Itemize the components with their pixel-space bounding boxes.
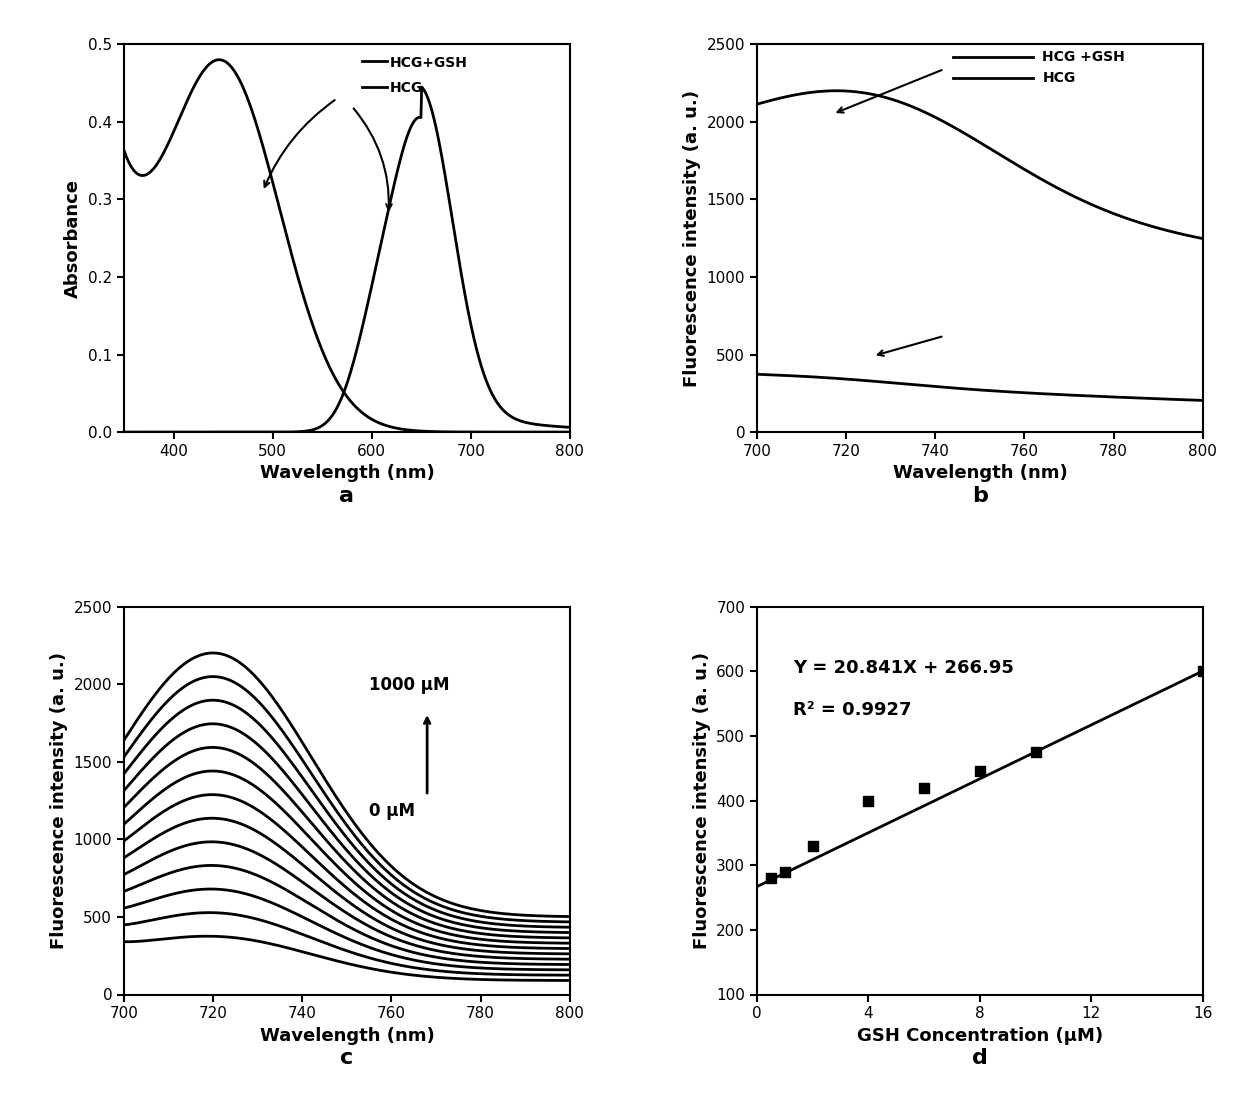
X-axis label: Wavelength (nm): Wavelength (nm)	[259, 1027, 434, 1045]
Text: HCG: HCG	[389, 82, 423, 95]
Text: b: b	[972, 486, 988, 506]
Point	[775, 863, 795, 881]
X-axis label: Wavelength (nm): Wavelength (nm)	[893, 464, 1068, 483]
Text: c: c	[340, 1049, 353, 1069]
Text: HCG+GSH: HCG+GSH	[389, 56, 467, 70]
Text: d: d	[972, 1049, 988, 1069]
Y-axis label: Fluorescence intensity (a. u.): Fluorescence intensity (a. u.)	[693, 652, 711, 949]
Y-axis label: Fluorescence intensity (a. u.): Fluorescence intensity (a. u.)	[683, 90, 701, 387]
Text: 1000 μM: 1000 μM	[370, 676, 450, 694]
Text: HCG: HCG	[1043, 71, 1075, 85]
Text: HCG +GSH: HCG +GSH	[1043, 50, 1125, 64]
Text: Y = 20.841X + 266.95: Y = 20.841X + 266.95	[792, 659, 1013, 676]
Point	[914, 779, 934, 797]
Text: a: a	[340, 486, 355, 506]
Point	[1193, 662, 1213, 680]
Point	[970, 762, 990, 780]
Text: 0 μM: 0 μM	[370, 802, 415, 820]
X-axis label: GSH Concentration (μM): GSH Concentration (μM)	[857, 1027, 1102, 1045]
Y-axis label: Absorbance: Absorbance	[64, 179, 82, 297]
Point	[858, 791, 878, 809]
Text: R² = 0.9927: R² = 0.9927	[792, 702, 911, 719]
X-axis label: Wavelength (nm): Wavelength (nm)	[259, 464, 434, 483]
Point	[1025, 744, 1045, 761]
Point	[761, 870, 781, 887]
Point	[802, 836, 822, 854]
Y-axis label: Fluorescence intensity (a. u.): Fluorescence intensity (a. u.)	[50, 652, 68, 949]
